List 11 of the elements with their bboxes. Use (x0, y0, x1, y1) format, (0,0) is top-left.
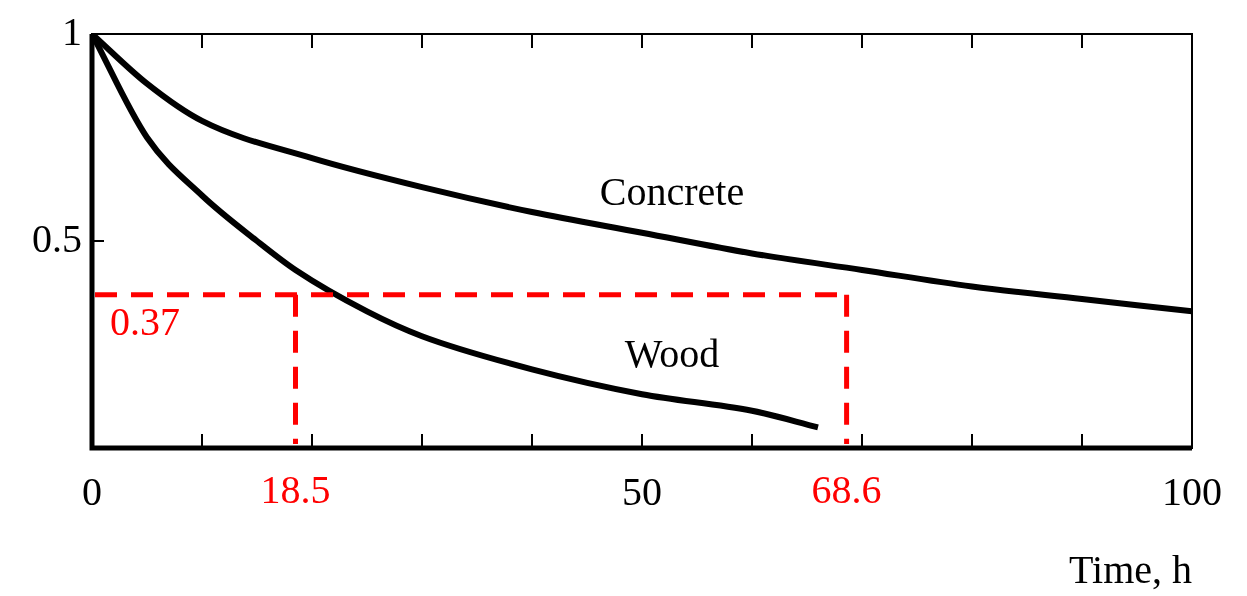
series-label: Wood (624, 330, 720, 376)
x-tick-label: 0 (82, 468, 102, 514)
ref-line-label: 68.6 (811, 466, 882, 512)
y-tick-label: 1 (62, 8, 82, 54)
x-axis-title: Time, h (1068, 546, 1192, 592)
x-tick-label: 100 (1162, 468, 1222, 514)
x-tick-label: 50 (622, 468, 662, 514)
ref-line-label: 0.37 (110, 299, 180, 345)
ref-line-label: 18.5 (260, 466, 331, 512)
series-label: Concrete (599, 169, 745, 215)
y-tick-label: 0.5 (32, 215, 82, 261)
